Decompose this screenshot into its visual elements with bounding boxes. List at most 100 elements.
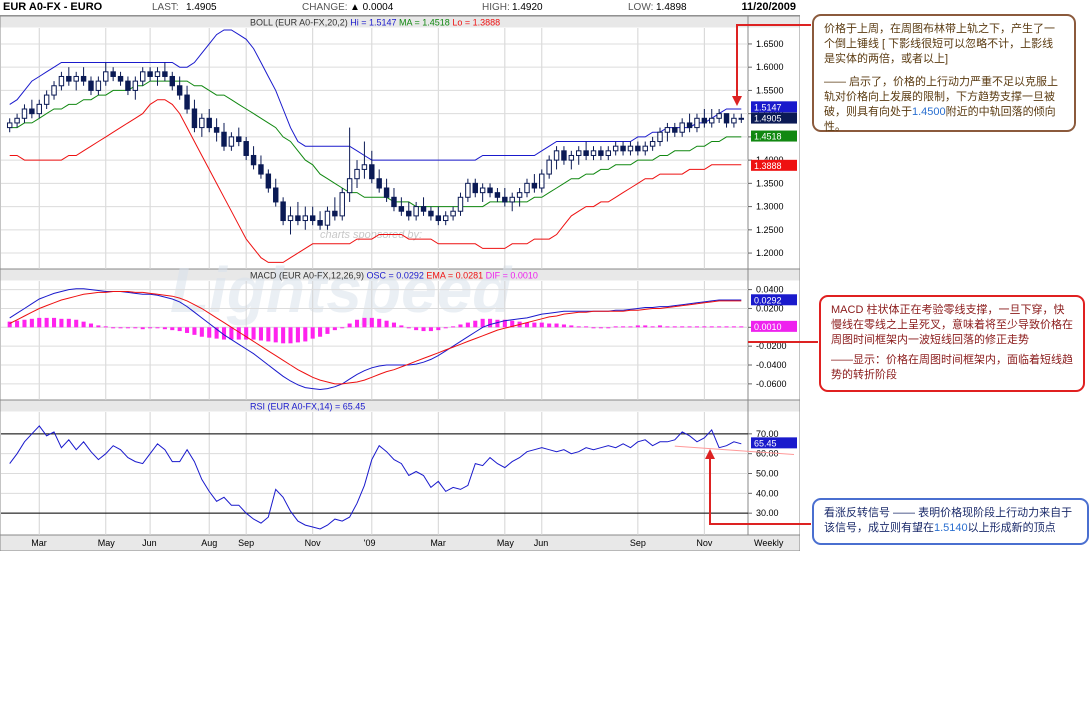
boll-note-level: 1.4500 <box>912 106 946 118</box>
macd-histogram-bar <box>591 327 595 328</box>
macd-histogram-bar <box>532 323 536 328</box>
macd-histogram-bar <box>488 319 492 327</box>
macd-histogram-bar <box>30 319 34 327</box>
candle-down <box>421 207 425 212</box>
macd-histogram-bar <box>717 326 721 327</box>
macd-histogram-bar <box>385 321 389 328</box>
macd-histogram-bar <box>148 327 152 328</box>
macd-histogram-bar <box>52 318 56 327</box>
y-tick-label: 70.00 <box>756 429 779 439</box>
candle-up <box>466 183 470 197</box>
candle-down <box>584 151 588 156</box>
macd-histogram-bar <box>22 320 26 328</box>
candle-down <box>118 76 122 81</box>
y-tick-label: -0.0200 <box>756 341 787 351</box>
candle-up <box>37 104 41 113</box>
candle-down <box>318 221 322 226</box>
macd-histogram-bar <box>178 327 182 331</box>
candle-up <box>44 95 48 104</box>
macd-histogram-bar <box>325 327 329 334</box>
value-tag-label: 0.0292 <box>754 295 782 305</box>
macd-histogram-bar <box>710 326 714 327</box>
macd-histogram-bar <box>732 326 736 327</box>
candle-down <box>251 155 255 164</box>
macd-histogram-bar <box>96 325 100 327</box>
macd-histogram-bar <box>185 327 189 333</box>
x-tick-label: '09 <box>364 538 376 548</box>
macd-histogram-bar <box>628 326 632 327</box>
x-tick-label: May <box>497 538 515 548</box>
candle-up <box>288 216 292 221</box>
macd-histogram-bar <box>74 320 78 328</box>
candle-down <box>170 76 174 85</box>
macd-histogram-bar <box>155 327 159 328</box>
candle-up <box>325 211 329 225</box>
candle-down <box>177 86 181 95</box>
candle-up <box>577 151 581 156</box>
candle-up <box>22 109 26 118</box>
candle-up <box>606 151 610 156</box>
macd-histogram-bar <box>252 327 256 339</box>
macd-histogram-bar <box>82 322 86 328</box>
boll-annotation-note: 价格于上周，在周图布林带上轨之下，产生了一个倒上锤线 [ 下影线很短可以忽略不计… <box>812 14 1076 132</box>
macd-histogram-bar <box>680 326 684 327</box>
panel-frame <box>0 400 800 535</box>
macd-histogram-bar <box>724 326 728 327</box>
panel-title: BOLL (EUR A0-FX,20,2) Hi = 1.5147 MA = 1… <box>250 18 500 28</box>
candle-up <box>695 118 699 127</box>
y-tick-label: 1.2500 <box>756 225 784 235</box>
candle-up <box>510 197 514 202</box>
macd-histogram-bar <box>59 319 63 327</box>
macd-histogram-bar <box>229 327 233 339</box>
candle-up <box>15 118 19 123</box>
panel-title-part: RSI (EUR A0-FX,14) = 65.45 <box>250 402 365 412</box>
macd-annotation-note: MACD 柱状体正在考验零线支撑，一旦下穿，快慢线在零线之上呈死叉，意味着将至少… <box>819 295 1085 392</box>
panel-title-part: EMA = 0.0281 <box>424 271 483 281</box>
macd-histogram-bar <box>333 327 337 330</box>
macd-histogram-bar <box>414 327 418 330</box>
candle-down <box>562 151 566 160</box>
candle-down <box>599 151 603 156</box>
macd-histogram-bar <box>348 324 352 328</box>
candle-down <box>532 183 536 188</box>
macd-histogram-bar <box>311 327 315 338</box>
candle-up <box>739 118 743 119</box>
x-tick-label: Nov <box>696 538 713 548</box>
candle-up <box>74 76 78 81</box>
candle-down <box>429 211 433 216</box>
macd-histogram-bar <box>89 324 93 328</box>
macd-histogram-bar <box>355 320 359 328</box>
macd-histogram-bar <box>436 327 440 330</box>
candle-up <box>710 118 714 123</box>
panel-title-bar <box>1 401 800 412</box>
candle-down <box>621 146 625 151</box>
candle-up <box>443 216 447 221</box>
value-tag-label: 0.0010 <box>754 322 782 332</box>
macd-histogram-bar <box>318 327 322 336</box>
macd-histogram-bar <box>702 326 706 327</box>
candle-down <box>214 128 218 133</box>
macd-histogram-bar <box>614 326 618 327</box>
macd-histogram-bar <box>584 326 588 327</box>
candle-up <box>547 160 551 174</box>
candle-up <box>569 155 573 160</box>
candle-up <box>340 193 344 216</box>
macd-note-line2: ——显示：价格在周图时间框架内，面临着短线趋势的转折阶段 <box>831 353 1073 383</box>
y-tick-label: -0.0600 <box>756 379 787 389</box>
macd-histogram-bar <box>407 327 411 328</box>
macd-histogram-bar <box>569 325 573 327</box>
macd-histogram-bar <box>606 327 610 328</box>
candle-down <box>473 183 477 192</box>
y-tick-label: -0.0400 <box>756 360 787 370</box>
candle-up <box>355 169 359 178</box>
value-tag-label: 1.4905 <box>754 114 782 124</box>
candle-up <box>680 123 684 132</box>
macd-histogram-bar <box>458 324 462 327</box>
macd-histogram-bar <box>651 326 655 327</box>
macd-histogram-bar <box>466 323 470 328</box>
macd-note-line1: MACD 柱状体正在考验零线支撑，一旦下穿，快慢线在零线之上呈死叉，意味着将至少… <box>831 303 1073 348</box>
macd-histogram-bar <box>665 326 669 327</box>
macd-histogram-bar <box>296 327 300 342</box>
candle-down <box>274 188 278 202</box>
macd-histogram-bar <box>104 326 108 327</box>
